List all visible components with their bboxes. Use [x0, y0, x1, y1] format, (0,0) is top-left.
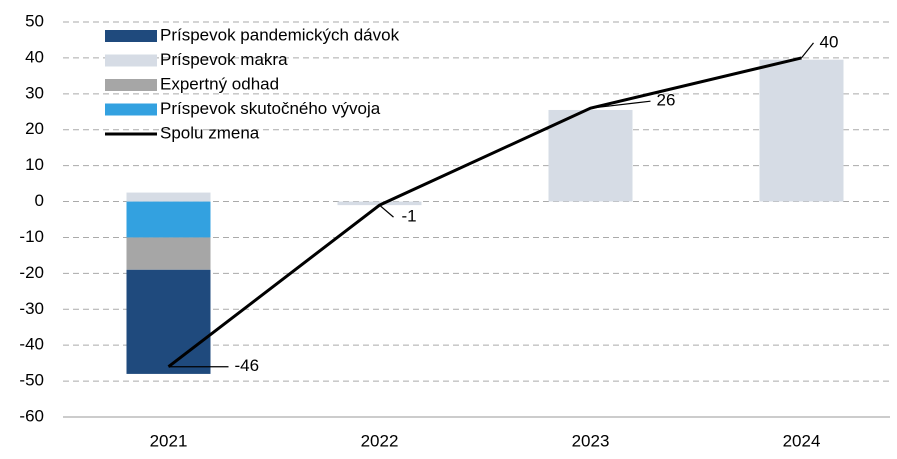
bar	[126, 201, 211, 238]
legend-swatch	[105, 79, 157, 91]
bar	[126, 192, 211, 202]
bar	[126, 237, 211, 270]
legend-swatch	[105, 54, 157, 67]
x-tick-label: 2022	[361, 431, 399, 450]
y-tick-label: -60	[19, 406, 44, 425]
x-tick-label: 2021	[150, 431, 188, 450]
data-label: -46	[235, 356, 260, 375]
data-label: 26	[657, 91, 676, 110]
data-label: -1	[402, 207, 417, 226]
y-tick-label: -50	[19, 371, 44, 390]
y-tick-label: 0	[35, 191, 44, 210]
y-tick-label: 20	[25, 119, 44, 138]
x-tick-label: 2023	[572, 431, 610, 450]
y-tick-label: 30	[25, 83, 44, 102]
y-tick-label: -30	[19, 299, 44, 318]
y-tick-label: -40	[19, 335, 44, 354]
y-tick-label: -20	[19, 263, 44, 282]
y-tick-label: 10	[25, 155, 44, 174]
x-tick-label: 2024	[783, 431, 821, 450]
bar	[337, 201, 422, 206]
legend-swatch	[105, 103, 157, 116]
leader-line	[379, 204, 394, 218]
legend-swatch	[105, 30, 157, 42]
legend-label: Príspevok skutočného vývoja	[160, 99, 381, 118]
legend-label: Príspevok pandemických dávok	[160, 25, 400, 44]
bar	[126, 269, 211, 374]
y-tick-label: 50	[25, 11, 44, 30]
bar	[759, 59, 844, 202]
legend-label: Spolu zmena	[160, 123, 260, 142]
y-tick-label: -10	[19, 227, 44, 246]
y-tick-label: 40	[25, 47, 44, 66]
legend-label: Príspevok makra	[160, 50, 288, 69]
line	[167, 56, 802, 368]
data-label: 40	[820, 32, 839, 51]
bar	[548, 109, 633, 202]
leader-line	[590, 100, 651, 109]
legend-label: Expertný odhad	[160, 74, 279, 93]
leader-line	[801, 42, 814, 59]
